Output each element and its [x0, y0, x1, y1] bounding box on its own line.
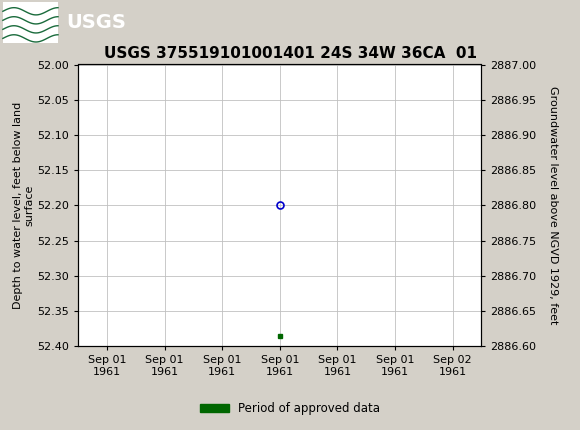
Y-axis label: Groundwater level above NGVD 1929, feet: Groundwater level above NGVD 1929, feet [548, 86, 557, 325]
Legend: Period of approved data: Period of approved data [195, 397, 385, 420]
Bar [3, 2, 58, 43]
Text: USGS 375519101001401 24S 34W 36CA  01: USGS 375519101001401 24S 34W 36CA 01 [103, 46, 477, 61]
Text: USGS: USGS [67, 13, 126, 32]
Y-axis label: Depth to water level, feet below land
surface: Depth to water level, feet below land su… [13, 102, 35, 309]
